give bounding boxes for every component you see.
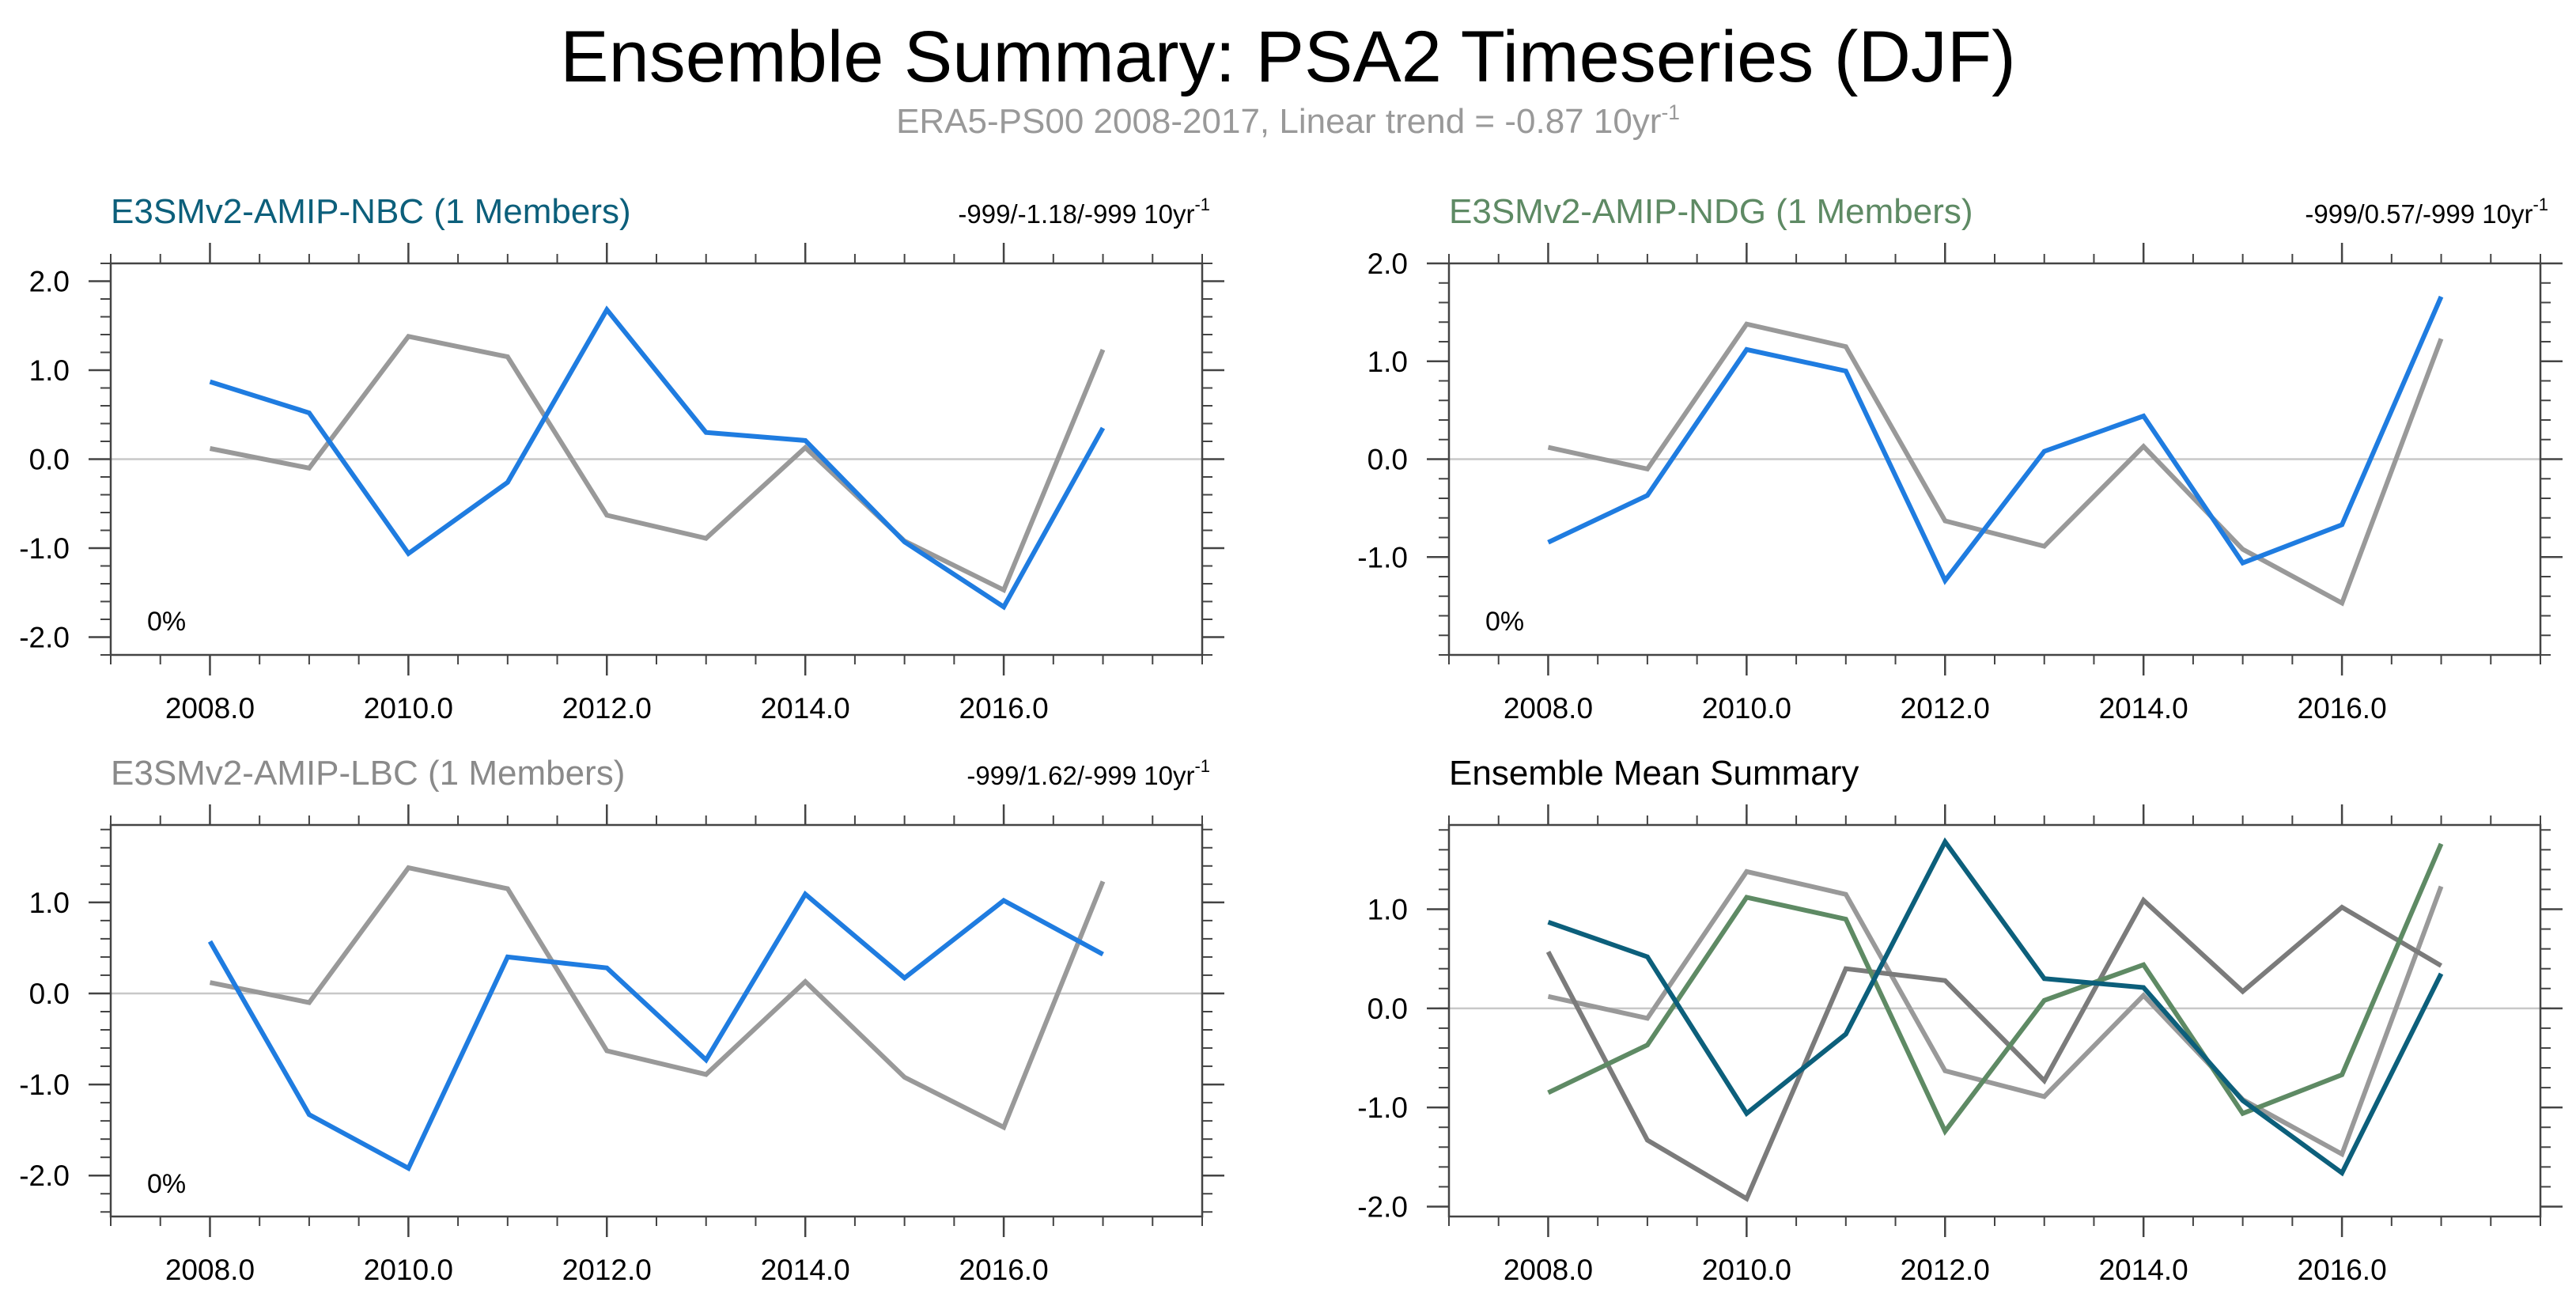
trend-annotation-text: -999/0.57/-999 10yr [2305, 199, 2532, 229]
x-tick-label: 2016.0 [959, 692, 1049, 725]
x-tick-label: 2014.0 [2099, 1254, 2188, 1286]
x-tick-label: 2010.0 [364, 1254, 453, 1286]
y-tick-label: 1.0 [29, 354, 70, 387]
x-tick-label: 2014.0 [761, 1254, 850, 1286]
x-tick-label: 2012.0 [562, 1254, 652, 1286]
y-tick-label: -1.0 [1357, 541, 1408, 573]
y-tick-label: 1.0 [1367, 894, 1408, 926]
series-line-era5-ps00 [1547, 321, 2444, 607]
panel-title: Ensemble Mean Summary [1449, 754, 1859, 793]
figure-title: Ensemble Summary: PSA2 Timeseries (DJF) [0, 17, 2576, 96]
y-tick-label: 1.0 [1367, 346, 1408, 378]
y-tick-label: 0.0 [1367, 444, 1408, 476]
trend-annotation: -999/-1.18/-999 10yr-1 [958, 195, 1210, 229]
figure-subtitle-text: ERA5-PS00 2008-2017, Linear trend = -0.8… [896, 102, 1662, 141]
x-tick-label: 2016.0 [959, 1254, 1049, 1286]
series-line-e3smv2-amip-nbc [1547, 837, 2444, 1177]
series-line-era5-ps00 [209, 865, 1106, 1131]
trend-annotation: -999/0.57/-999 10yr-1 [2305, 195, 2548, 229]
trend-annotation-exponent: -1 [2532, 195, 2548, 214]
panel-title: E3SMv2-AMIP-LBC (1 Members) [111, 754, 625, 793]
y-tick-label: -2.0 [19, 622, 70, 654]
series-line-era5-ps00 [1547, 868, 2444, 1158]
series-line-era5-ps00 [209, 333, 1106, 594]
trend-annotation-text: -999/1.62/-999 10yr [966, 761, 1194, 790]
percent-label: 0% [147, 607, 186, 637]
trend-annotation: -999/1.62/-999 10yr-1 [966, 756, 1210, 790]
series-line-e3smv2-amip-ndg [1547, 295, 2444, 585]
panel-ndg: 2008.0 2010.0 2012.0 2014.0 2016.0 2.0 1.0 0.0 -… [1357, 192, 2563, 725]
figure-subtitle: ERA5-PS00 2008-2017, Linear trend = -0.8… [0, 101, 2576, 142]
percent-label: 0% [147, 1169, 186, 1199]
x-tick-label: 2008.0 [1504, 1254, 1593, 1286]
y-tick-label: 2.0 [1367, 248, 1408, 280]
x-tick-label: 2016.0 [2298, 692, 2387, 725]
y-tick-label: -1.0 [19, 532, 70, 565]
panel-mean: 2008.0 2010.0 2012.0 2014.0 2016.0 1.0 0.0 -1.0… [1357, 754, 2563, 1286]
x-tick-label: 2012.0 [1901, 692, 1990, 725]
y-tick-label: -2.0 [1357, 1190, 1408, 1223]
y-tick-label: 0.0 [1367, 993, 1408, 1025]
x-tick-label: 2014.0 [761, 692, 850, 725]
y-tick-label: -1.0 [1357, 1092, 1408, 1124]
x-tick-label: 2008.0 [165, 692, 255, 725]
x-tick-label: 2010.0 [364, 692, 453, 725]
trend-annotation-exponent: -1 [1194, 195, 1210, 214]
figure-title-text: Ensemble Summary: PSA2 Timeseries (DJF) [560, 17, 2016, 97]
x-tick-label: 2012.0 [1901, 1254, 1990, 1286]
y-tick-label: 2.0 [29, 266, 70, 298]
y-tick-label: 1.0 [29, 887, 70, 919]
x-tick-label: 2016.0 [2298, 1254, 2387, 1286]
x-tick-label: 2012.0 [562, 692, 652, 725]
panel-nbc: 2008.0 2010.0 2012.0 2014.0 2016.0 2.0 1.0 0.0 -… [19, 192, 1224, 725]
y-tick-label: 0.0 [29, 978, 70, 1010]
series-line-e3smv2-amip-lbc [207, 890, 1104, 1172]
x-tick-label: 2010.0 [1702, 692, 1791, 725]
y-tick-label: -2.0 [19, 1160, 70, 1192]
series-line-e3smv2-amip-lbc [1545, 896, 2443, 1202]
series-line-e3smv2-amip-ndg [1547, 842, 2444, 1136]
x-tick-label: 2010.0 [1702, 1254, 1791, 1286]
panel-lbc: 2008.0 2010.0 2012.0 2014.0 2016.0 1.0 0.0 -1.0… [19, 754, 1224, 1286]
percent-label: 0% [1485, 607, 1524, 637]
trend-annotation-text: -999/-1.18/-999 10yr [958, 199, 1194, 229]
panel-title: E3SMv2-AMIP-NDG (1 Members) [1449, 192, 1973, 231]
series-line-e3smv2-amip-nbc [209, 305, 1106, 611]
x-tick-label: 2008.0 [165, 1254, 255, 1286]
plot-frame [1447, 823, 2542, 1218]
panel-title: E3SMv2-AMIP-NBC (1 Members) [111, 192, 631, 231]
y-tick-label: 0.0 [29, 444, 70, 476]
plot-frame [109, 823, 1204, 1218]
trend-annotation-exponent: -1 [1194, 756, 1210, 776]
figure-subtitle-exponent: -1 [1661, 100, 1680, 124]
x-tick-label: 2014.0 [2099, 692, 2188, 725]
x-tick-label: 2008.0 [1504, 692, 1593, 725]
y-tick-label: -1.0 [19, 1069, 70, 1101]
